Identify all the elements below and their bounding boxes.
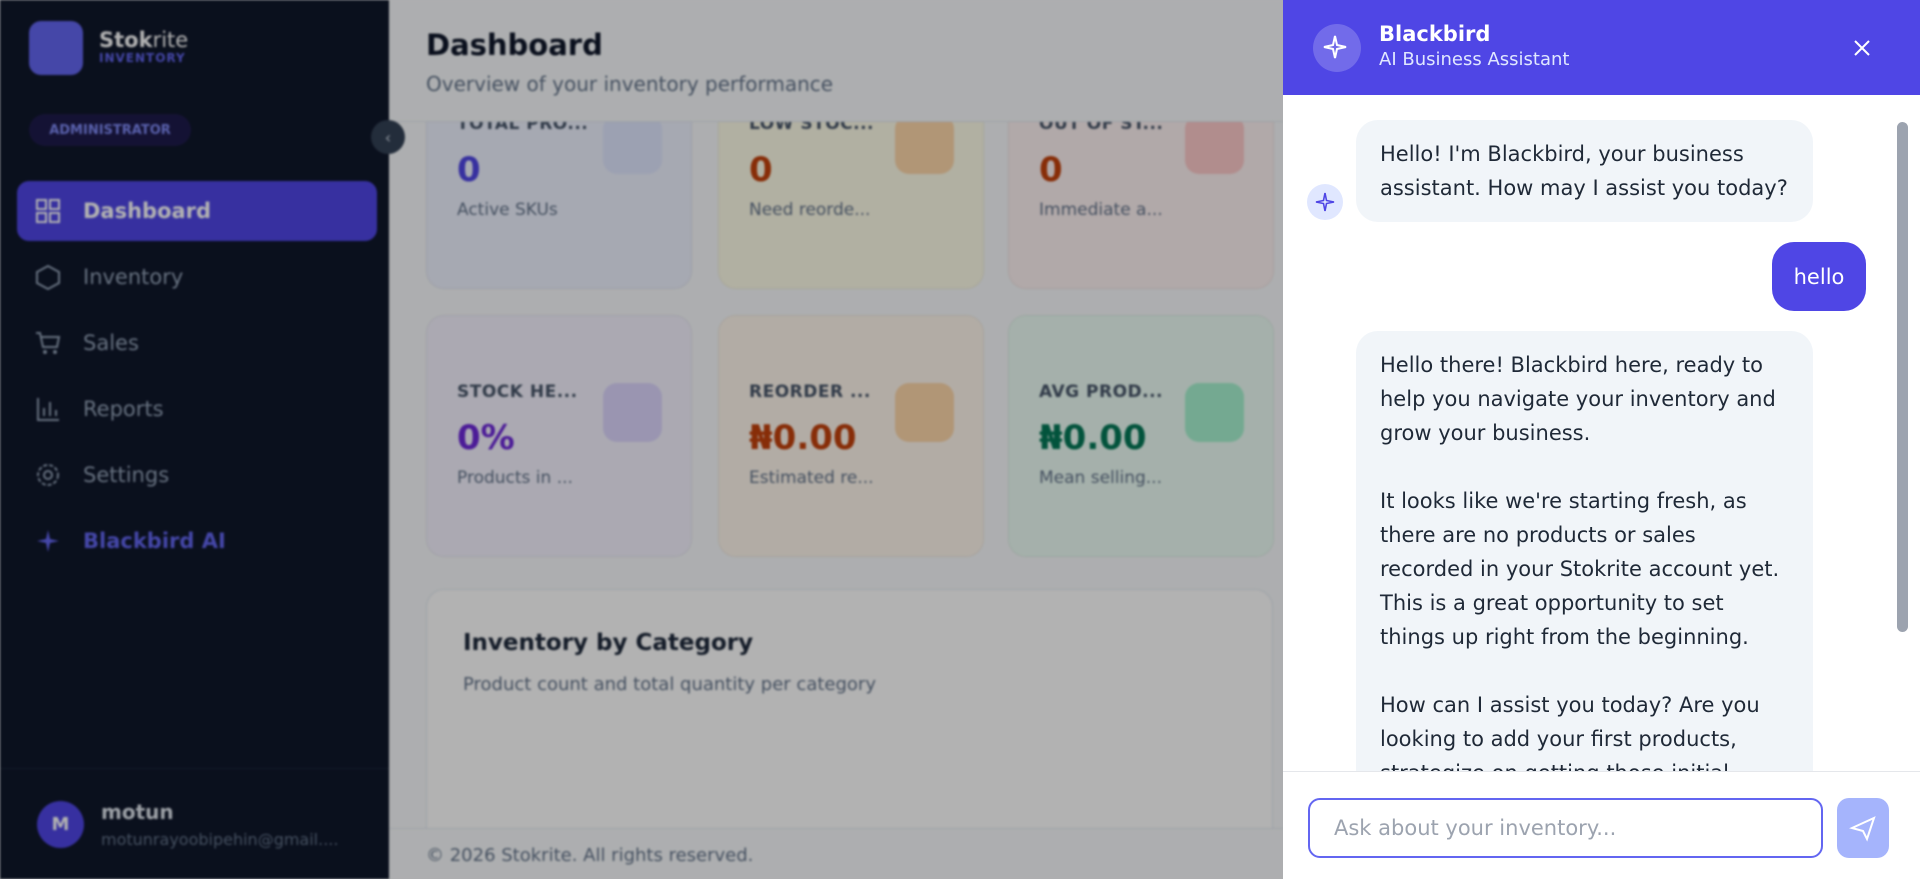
- brand-sub: INVENTORY: [99, 51, 186, 65]
- stat-icon: [895, 383, 954, 442]
- stat-value: 0%: [457, 418, 515, 458]
- page-title: Dashboard: [426, 28, 603, 62]
- messages: Hello! I'm Blackbird, your business assi…: [1283, 95, 1920, 771]
- footer: © 2026 Stokrite. All rights reserved.: [389, 828, 1283, 879]
- assistant-icon: [1313, 24, 1361, 72]
- stat-icon: [1185, 383, 1244, 442]
- stat-icon: [603, 383, 662, 442]
- stat-sub: Products in ...: [457, 468, 573, 488]
- nav-item[interactable]: Inventory: [17, 247, 377, 307]
- chat-header: Blackbird AI Business Assistant: [1283, 0, 1920, 95]
- icon: [37, 398, 59, 421]
- nav-item[interactable]: Reports: [17, 379, 377, 439]
- stat-sub: Need reorde...: [749, 200, 871, 220]
- icon: [37, 464, 59, 486]
- main: TOTAL PRO... 0 Active SKUs LOW STOC... 0 Need…: [389, 0, 1283, 879]
- user-name: motun: [101, 800, 174, 824]
- stat-icon: [1185, 115, 1244, 174]
- stat-sub: Estimated re...: [749, 468, 874, 488]
- nav-item[interactable]: Sales: [17, 313, 377, 373]
- stat-sub: Active SKUs: [457, 200, 558, 220]
- close-button[interactable]: [1851, 37, 1873, 59]
- chat-subtitle: AI Business Assistant: [1379, 49, 1570, 70]
- divider: [0, 768, 389, 769]
- avatar: M: [37, 801, 84, 848]
- logo: [29, 21, 83, 75]
- stat-value: ₦0.00: [749, 418, 857, 458]
- stat-icon: [895, 115, 954, 174]
- stat-value: 0: [457, 150, 481, 190]
- stat-sub: Immediate a...: [1039, 200, 1163, 220]
- stat-icon: [603, 115, 662, 174]
- stat-card: AVG PROD... ₦0.00 Mean selling...: [1008, 315, 1274, 557]
- stat-card: STOCK HE... 0% Products in ...: [426, 315, 692, 557]
- stat-value: ₦0.00: [1039, 418, 1147, 458]
- app-background: Stokrite INVENTORY ADMINISTRATOR Dashboa…: [0, 0, 1283, 879]
- send-button[interactable]: [1837, 798, 1889, 858]
- overlay[interactable]: [0, 0, 1283, 879]
- chat-input[interactable]: Ask about your inventory...: [1308, 798, 1823, 858]
- stat-value: 0: [749, 150, 773, 190]
- brand: Stokrite: [99, 28, 189, 52]
- icon: [36, 264, 60, 290]
- stat-value: 0: [1039, 150, 1063, 190]
- page-subtitle: Overview of your inventory performance: [426, 72, 834, 96]
- bot-message: Hello there! Blackbird here, ready to he…: [1356, 331, 1813, 771]
- role-badge: ADMINISTRATOR: [29, 114, 191, 146]
- icon: [36, 332, 61, 354]
- input-area: Ask about your inventory...: [1283, 771, 1920, 879]
- stat-card: REORDER ... ₦0.00 Estimated re...: [718, 315, 984, 557]
- icon: [37, 530, 59, 552]
- chat-panel: Blackbird AI Business Assistant Hello! I…: [1283, 0, 1920, 879]
- chat-title: Blackbird: [1379, 22, 1491, 46]
- bot-avatar: [1307, 184, 1343, 220]
- section-subtitle: Product count and total quantity per cat…: [463, 674, 876, 695]
- icon: [36, 199, 60, 223]
- nav-item[interactable]: Blackbird AI: [17, 511, 377, 571]
- header: Dashboard Overview of your inventory per…: [389, 0, 1283, 122]
- stat-label: REORDER ...: [749, 382, 871, 402]
- stat-sub: Mean selling...: [1039, 468, 1162, 488]
- sidebar: Stokrite INVENTORY ADMINISTRATOR Dashboa…: [0, 0, 389, 879]
- stat-label: STOCK HE...: [457, 382, 578, 402]
- user-message: hello: [1772, 242, 1866, 311]
- bot-message: Hello! I'm Blackbird, your business assi…: [1356, 120, 1813, 222]
- nav-item[interactable]: Settings: [17, 445, 377, 505]
- user-email: motunrayoobipehin@gmail....: [101, 830, 339, 849]
- collapse-button[interactable]: ‹: [371, 120, 405, 154]
- footer-text: © 2026 Stokrite. All rights reserved.: [426, 845, 754, 866]
- stat-label: AVG PROD...: [1039, 382, 1164, 402]
- nav-item[interactable]: Dashboard: [17, 181, 377, 241]
- section-title: Inventory by Category: [463, 630, 754, 656]
- scrollbar[interactable]: [1897, 122, 1908, 632]
